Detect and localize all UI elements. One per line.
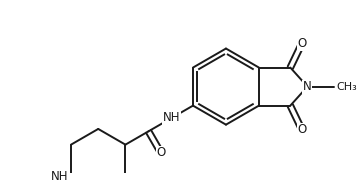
Text: CH₃: CH₃ <box>336 82 357 92</box>
Text: O: O <box>156 146 166 159</box>
Text: O: O <box>297 123 306 136</box>
Text: O: O <box>297 37 306 50</box>
Text: NH: NH <box>163 112 180 124</box>
Text: NH: NH <box>51 170 68 182</box>
Text: N: N <box>303 80 312 93</box>
